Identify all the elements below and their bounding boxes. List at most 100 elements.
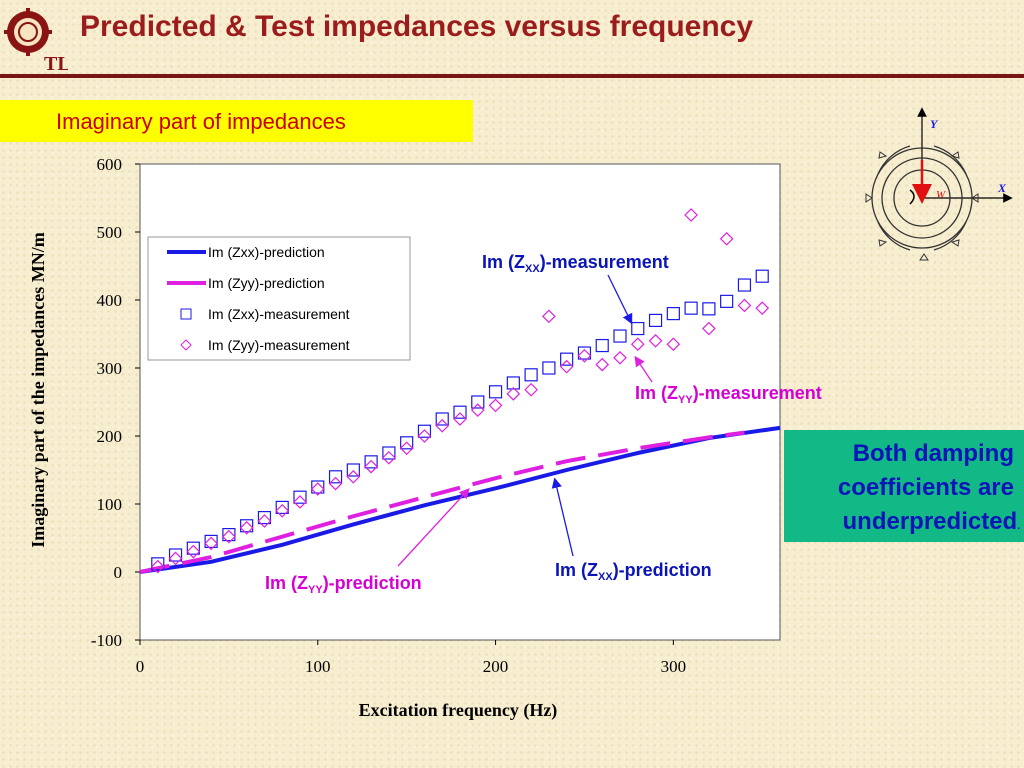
zyy-measurement-point xyxy=(719,231,734,246)
y-axis-label: Y xyxy=(930,117,939,131)
zxx-measurement-point xyxy=(524,368,538,382)
y-tick-label: 600 xyxy=(97,155,123,174)
zyy-measurement-point xyxy=(346,469,361,484)
y-tick-label: 400 xyxy=(97,291,123,310)
x-tick-label: 0 xyxy=(136,657,145,676)
y-tick-label: 0 xyxy=(114,563,123,582)
zyy-measurement-point xyxy=(559,359,574,374)
conclusion-note: Both damping coefficients are underpredi… xyxy=(784,430,1024,542)
zxx-measurement-point xyxy=(613,329,627,343)
arrow-zyy-prediction xyxy=(397,488,470,567)
zyy-measurement-point xyxy=(684,208,698,222)
title-divider xyxy=(0,74,1024,78)
zyy-measurement-point xyxy=(630,337,645,352)
x-axis-title: Excitation frequency (Hz) xyxy=(359,700,558,721)
y-tick-label: 100 xyxy=(97,495,123,514)
y-tick-label: 200 xyxy=(97,427,123,446)
zxx-measurement-point xyxy=(151,557,165,571)
zyy-measurement-point xyxy=(702,321,716,336)
zxx-measurement-point xyxy=(311,480,325,494)
zyy-measurement-point xyxy=(399,441,414,456)
zyy-measurement-point xyxy=(488,398,503,413)
legend-label: Im (Zxx)-prediction xyxy=(208,244,325,260)
zyy-measurement-point xyxy=(150,559,165,574)
annotation-zyy-prediction: Im (ZYY)-prediction xyxy=(265,573,422,596)
zyy-measurement-point xyxy=(364,459,378,474)
zyy-measurement-point xyxy=(648,333,663,348)
zyy-measurement-point xyxy=(382,450,396,465)
zyy-measurement-point xyxy=(328,476,343,491)
zxx-measurement-point xyxy=(382,446,396,460)
legend-label: Im (Zxx)-measurement xyxy=(208,306,350,322)
legend: Im (Zxx)-prediction Im (Zyy)-prediction Im… xyxy=(147,236,411,361)
logo-letters: TL xyxy=(44,53,68,72)
zyy-measurement-point xyxy=(239,520,254,535)
bearing-diagram: Y X W xyxy=(865,107,1013,261)
zxx-measurement-point xyxy=(595,338,609,353)
arrow-zxx-prediction xyxy=(551,477,574,557)
zyy-measurement-point xyxy=(755,301,770,316)
legend-swatch xyxy=(180,339,192,351)
zyy-measurement-point xyxy=(417,429,432,443)
zxx-measurement-point xyxy=(506,376,520,390)
zyy-measurement-point xyxy=(613,350,627,365)
zxx-measurement-point xyxy=(293,490,307,504)
x-tick-label: 100 xyxy=(305,657,331,676)
zyy-measurement-point xyxy=(453,412,467,426)
y-tick-label: 500 xyxy=(97,223,123,242)
zxx-measurement-point xyxy=(648,313,663,327)
zyy-measurement-point xyxy=(204,536,218,551)
zxx-measurement-point xyxy=(364,455,378,469)
zyy-measurement-point xyxy=(577,348,592,363)
zyy-measurement-point xyxy=(222,529,236,544)
zxx-measurement-point xyxy=(755,269,769,283)
annotation-zyy-measurement: Im (ZYY)-measurement xyxy=(635,383,822,406)
zxx-measurement-point xyxy=(577,346,592,360)
zxx-measurement-point xyxy=(275,500,289,514)
arrow-zyy-measurement xyxy=(634,355,653,383)
x-tick-label: 300 xyxy=(661,657,687,676)
note-line-1: Both damping xyxy=(852,440,1014,467)
series-line-1 xyxy=(139,430,745,574)
page-title: Predicted & Test impedances versus frequ… xyxy=(80,10,754,43)
zyy-measurement-point xyxy=(186,544,201,559)
zxx-measurement-point xyxy=(631,321,645,336)
zxx-measurement-point xyxy=(702,302,716,316)
zyy-measurement-point xyxy=(542,309,556,324)
legend-label: Im (Zyy)-measurement xyxy=(208,337,350,353)
y-axis-title: Imaginary part of the impedances MN/m xyxy=(28,232,48,547)
legend-box xyxy=(147,236,411,361)
zyy-measurement-point xyxy=(737,298,752,313)
zxx-measurement-point xyxy=(417,424,432,438)
zyy-measurement-point xyxy=(293,495,307,509)
legend-swatch xyxy=(180,308,192,320)
pad-pivots xyxy=(865,151,979,261)
zyy-measurement-point xyxy=(595,357,610,372)
zxx-measurement-point xyxy=(453,405,467,419)
legend-label: Im (Zyy)-prediction xyxy=(208,275,325,291)
university-logo: TL xyxy=(4,8,68,72)
zxx-measurement-point xyxy=(400,436,414,450)
zxx-measurement-point xyxy=(168,548,183,562)
zxx-measurement-point xyxy=(488,385,503,399)
zyy-measurement-point xyxy=(168,551,183,566)
zxx-measurement-point xyxy=(560,352,574,366)
y-tick-label: -100 xyxy=(91,631,122,650)
note-line-3: underpredicted. xyxy=(842,508,1020,535)
zyy-measurement-point xyxy=(524,382,538,397)
subtitle-banner: Imaginary part of impedances xyxy=(0,100,473,142)
zxx-measurement-point xyxy=(737,278,752,292)
note-line-2: coefficients are xyxy=(837,474,1014,501)
zxx-measurement-point xyxy=(684,301,698,315)
zyy-measurement-point xyxy=(310,482,325,496)
zxx-measurement-point xyxy=(204,534,218,549)
zyy-measurement-point xyxy=(257,514,272,528)
zxx-measurement-point xyxy=(346,463,360,477)
zxx-measurement-point xyxy=(435,412,449,426)
zyy-measurement-point xyxy=(275,503,290,518)
zxx-measurement-point xyxy=(720,294,734,308)
y-tick-label: 300 xyxy=(97,359,123,378)
annotation-zxx-measurement: Im (ZXX)-measurement xyxy=(482,252,669,275)
zyy-measurement-point xyxy=(666,337,681,352)
zxx-measurement-point xyxy=(222,527,236,542)
